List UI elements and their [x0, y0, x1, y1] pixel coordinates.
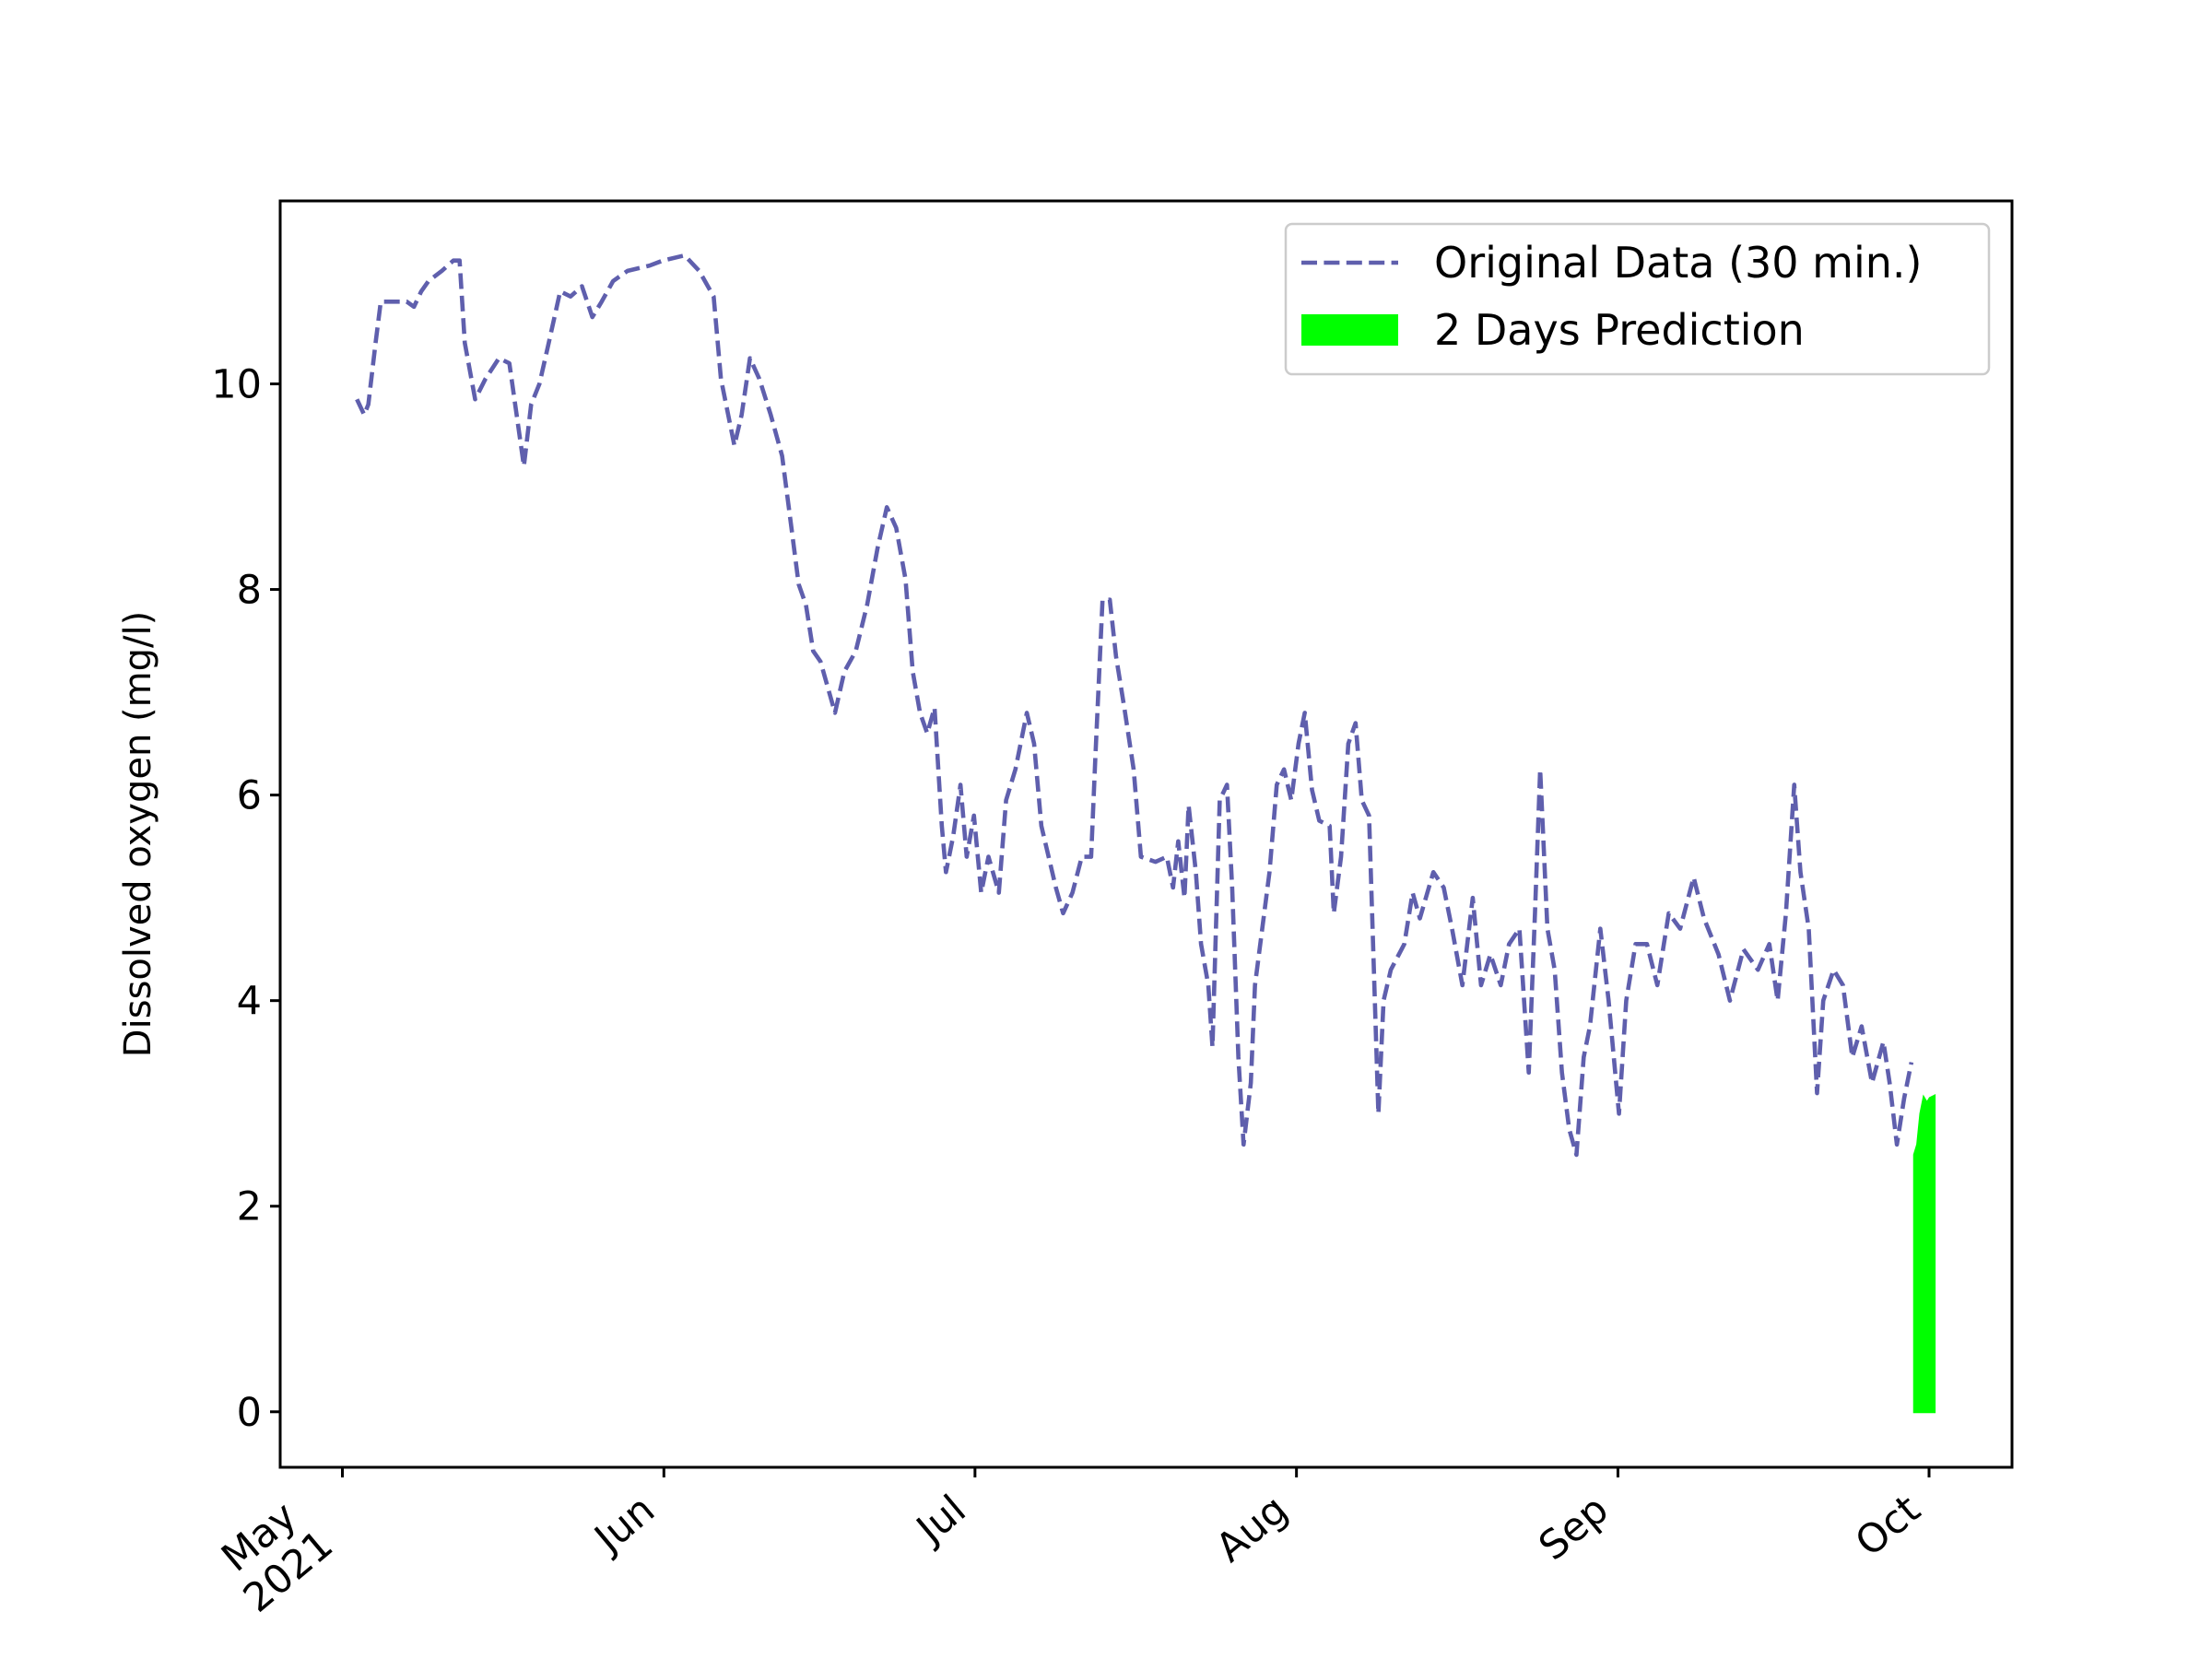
y-tick-label: 6 [237, 773, 262, 819]
y-axis-label: Dissolved oxygen (mg/l) [117, 611, 159, 1057]
y-tick-label: 4 [237, 979, 262, 1025]
legend-key [1301, 314, 1398, 346]
legend: Original Data (30 min.) 2 Days Prediction [1284, 222, 1991, 376]
data-area [1912, 1093, 1936, 1414]
y-tick-label: 10 [211, 362, 262, 408]
legend-label: Original Data (30 min.) [1434, 238, 1923, 288]
legend-label: 2 Days Prediction [1434, 305, 1805, 355]
y-tick-label: 8 [237, 568, 262, 614]
y-tick-label: 2 [237, 1184, 262, 1230]
data-line [355, 253, 1914, 1158]
axes-frame [278, 199, 2014, 1469]
y-tick-label: 0 [237, 1390, 262, 1436]
legend-box [1284, 222, 1991, 376]
